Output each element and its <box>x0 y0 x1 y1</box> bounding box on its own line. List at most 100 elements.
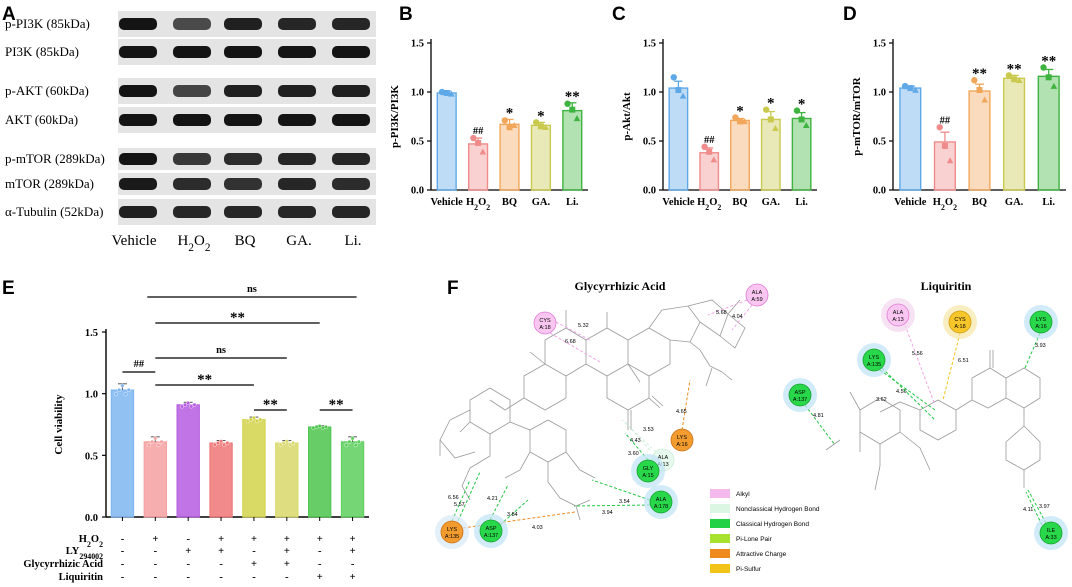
data-point <box>278 442 283 447</box>
data-point <box>762 106 770 113</box>
condition-sign: - <box>318 559 322 570</box>
text-part: H <box>466 197 474 208</box>
legend-swatch <box>710 564 730 573</box>
y-tick-label: 1.0 <box>85 390 98 401</box>
data-point <box>941 142 948 149</box>
blot-band <box>173 18 211 30</box>
subscript: 2 <box>205 242 211 254</box>
blot-band <box>332 178 370 190</box>
condition-sign: - <box>154 572 158 583</box>
panel-label-d: D <box>843 4 857 25</box>
text-part: O <box>709 197 717 208</box>
condition-sign: - <box>186 572 190 583</box>
y-tick-label: 0.5 <box>873 137 886 148</box>
blot-band <box>173 85 211 97</box>
text-part: LY <box>66 546 80 557</box>
text-part: Vehicle <box>431 197 464 208</box>
text-part: Liquiritin <box>59 572 104 583</box>
y-tick-label: 1.5 <box>85 328 98 339</box>
residue-circle <box>745 283 769 307</box>
chart-cell-viability: 0.0 0.5 1.0 1.5 Cell viability ## ** ** ns ** ** ns… <box>23 284 369 583</box>
distance-label: 4.11 <box>1023 507 1033 513</box>
distance-label: 4.04 <box>732 314 743 320</box>
text-part: O <box>478 197 486 208</box>
y-tick-label: 0.0 <box>411 186 424 197</box>
right-docking-title: Liquiritin <box>921 279 972 293</box>
blot-row-label: p-AKT (60kDa) <box>5 83 89 98</box>
residue-circle <box>533 311 557 335</box>
significance-label: ## <box>704 135 715 146</box>
distance-label: 3.62 <box>876 397 887 403</box>
comparison-label: ## <box>134 359 145 370</box>
residue-circle <box>649 490 673 514</box>
data-point <box>219 439 224 444</box>
blot-band <box>173 153 211 165</box>
bar <box>143 441 167 518</box>
text-part: BQ <box>972 197 987 208</box>
data-point <box>1050 82 1058 89</box>
blot-band <box>332 46 370 58</box>
residue-id: A:137 <box>484 533 498 539</box>
y-axis-label: p-mTOR/mTOR <box>851 76 863 155</box>
text-part: Li. <box>344 233 361 249</box>
interaction-line <box>1024 332 1041 369</box>
data-point <box>120 383 125 388</box>
distance-label: 4.56 <box>896 389 907 395</box>
blot-band <box>224 85 262 97</box>
data-point <box>147 443 152 448</box>
comparison-label: ** <box>197 372 212 388</box>
blot-band <box>278 206 316 218</box>
data-point <box>741 118 748 125</box>
data-point <box>1015 76 1023 83</box>
text-part: GA. <box>532 197 551 208</box>
data-point <box>772 124 779 131</box>
interaction-line <box>904 324 936 406</box>
y-tick-label: 1.0 <box>411 88 424 99</box>
data-point <box>150 439 155 444</box>
bar <box>562 109 583 191</box>
bar <box>530 124 552 191</box>
x-tick-label: GA. <box>1005 197 1024 208</box>
residue-id: A:135 <box>445 534 459 540</box>
interaction-line <box>451 479 471 522</box>
legend-item: Attractive Charge <box>710 549 787 558</box>
data-point <box>317 424 322 429</box>
data-point <box>479 148 487 155</box>
data-point <box>153 436 158 441</box>
data-point <box>189 404 194 409</box>
panel-label-f: F <box>447 278 459 299</box>
panel-label-c: C <box>612 4 626 25</box>
text-part: O <box>194 233 205 249</box>
significance-label: * <box>767 96 775 112</box>
residue-circle <box>1039 521 1063 545</box>
blot-row: mTOR (289kDa) <box>5 173 376 195</box>
data-point <box>225 441 230 446</box>
blot-lane-label: H2O2 <box>178 233 211 254</box>
western-blot-panel: A p-PI3K (85kDa) PI3K (85kDa) p-AKT (60kDa… <box>2 4 376 254</box>
data-point <box>679 92 687 99</box>
subscript: 2 <box>486 203 490 212</box>
data-point <box>438 88 446 96</box>
legend-item: Classical Hydrogen Bond <box>710 519 809 528</box>
comparison-label: ns <box>216 345 226 356</box>
blot-row-label: PI3K (85kDa) <box>5 44 79 59</box>
interaction-line <box>555 321 591 341</box>
text-part: BQ <box>235 233 256 249</box>
residue-circle <box>948 310 972 334</box>
condition-sign: + <box>350 572 356 583</box>
subscript: 2 <box>99 552 103 561</box>
interaction-line <box>879 369 936 411</box>
data-point <box>901 82 909 90</box>
subscript: 2 <box>87 540 91 549</box>
blot-lane-label: Li. <box>344 233 361 249</box>
legend-swatch <box>710 534 730 543</box>
data-point <box>284 439 289 444</box>
blot-lane-label: Vehicle <box>112 233 157 249</box>
x-tick-label: H2O2 <box>933 197 957 212</box>
blot-band <box>173 178 211 190</box>
blot-lane-label: GA. <box>286 233 311 249</box>
